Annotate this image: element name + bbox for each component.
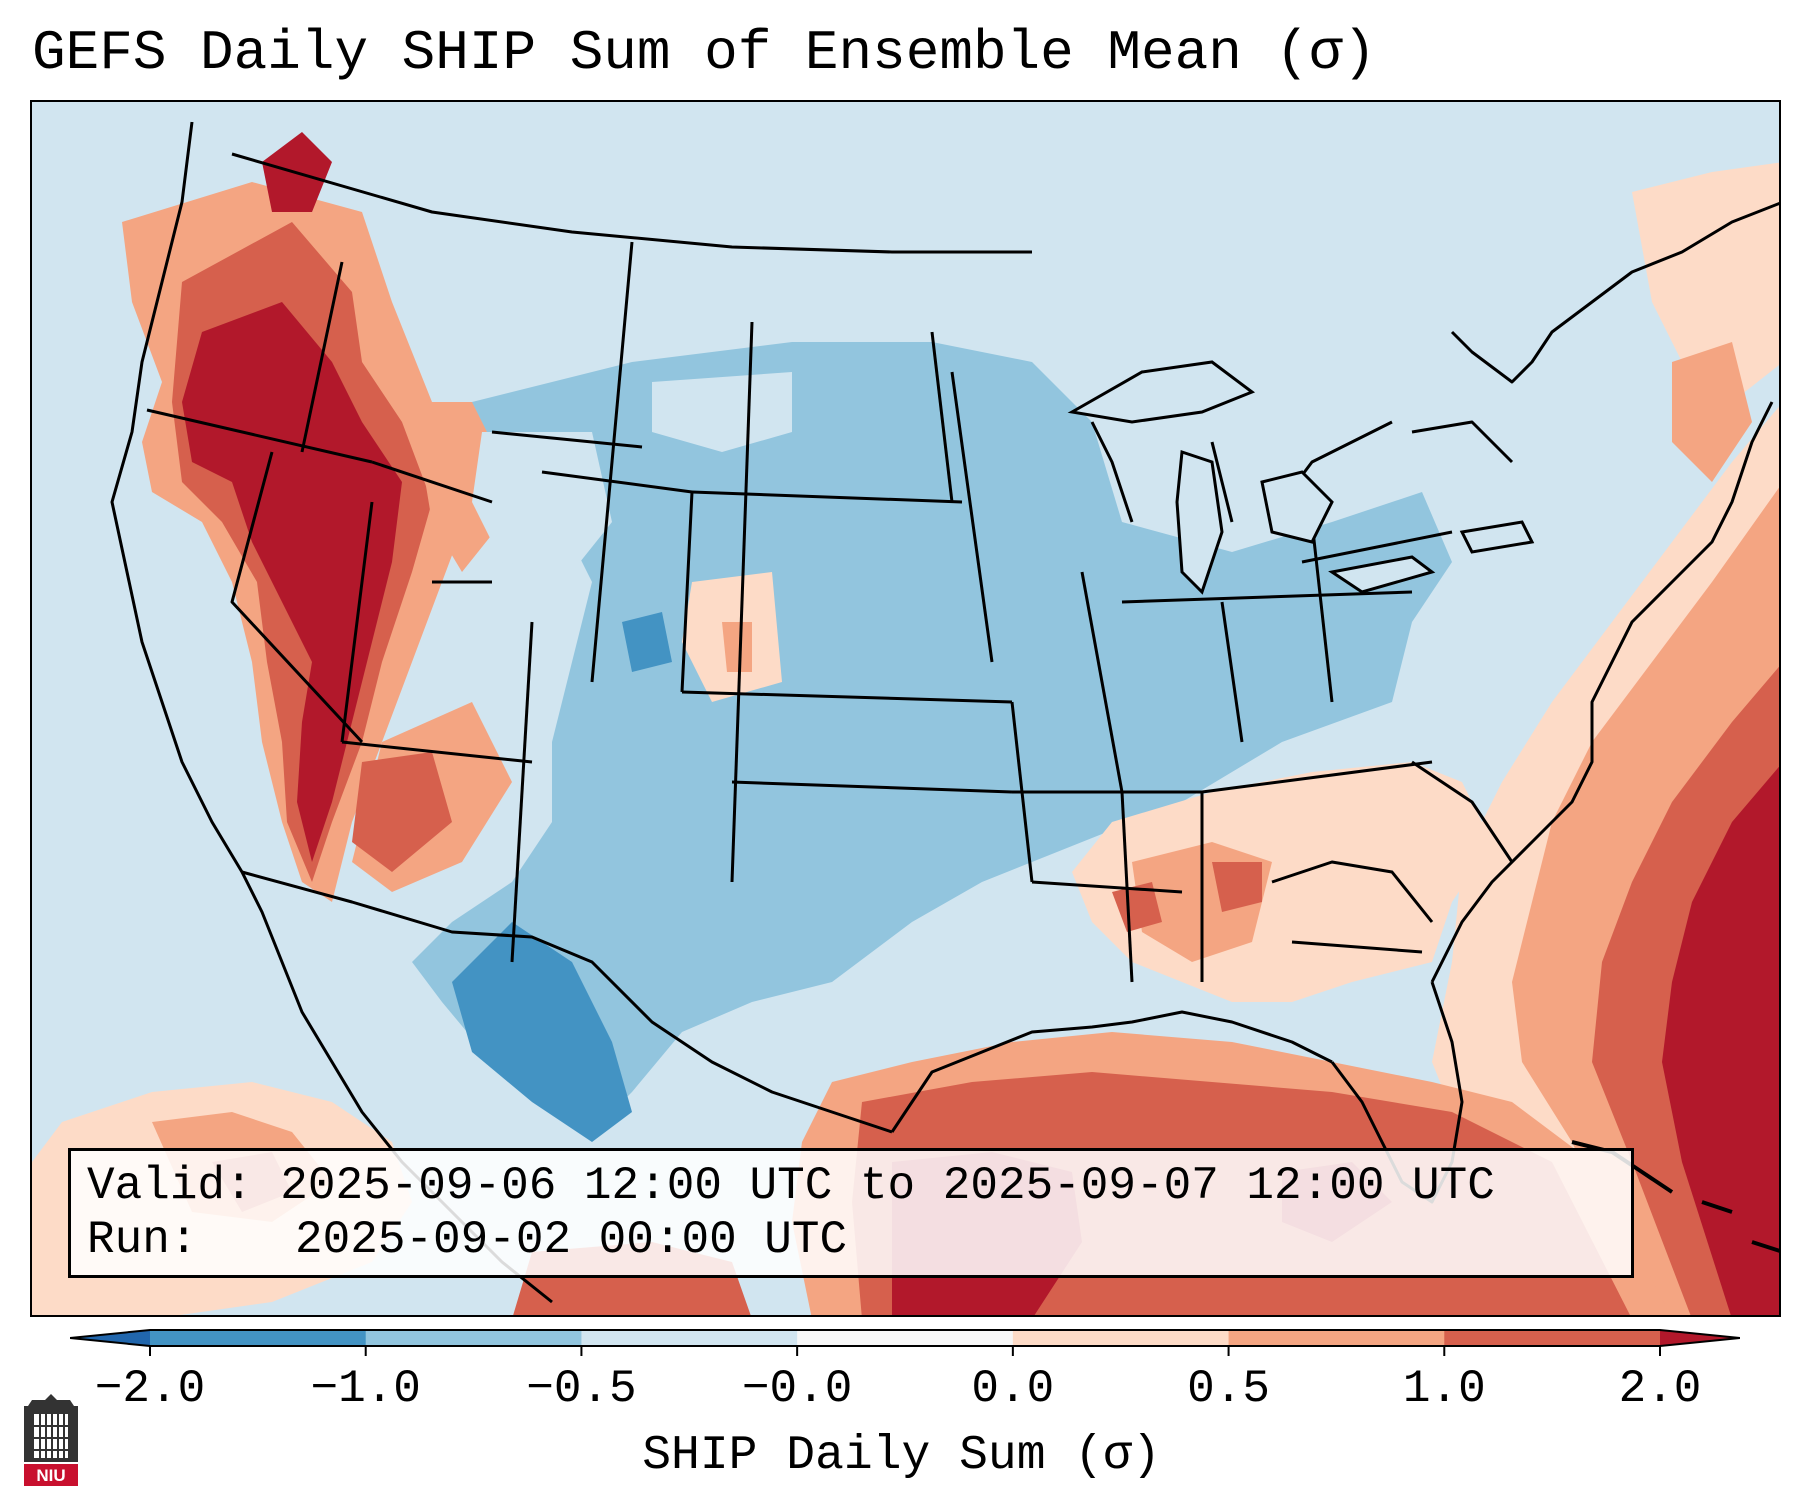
valid-row: Valid: 2025-09-06 12:00 UTC to 2025-09-0…: [87, 1159, 1495, 1213]
colorbar-label: SHIP Daily Sum (σ): [642, 1429, 1161, 1483]
colorbar-segment: [365, 1330, 582, 1346]
niu-logo-text: NIU: [36, 1466, 65, 1485]
map-title: GEFS Daily SHIP Sum of Ensemble Mean (σ): [32, 21, 1377, 85]
colorbar-segment: [1228, 1330, 1445, 1346]
colorbar-tick-label: −2.0: [94, 1363, 206, 1415]
valid-label: Valid:: [87, 1160, 253, 1212]
colorbar-tick-label: 1.0: [1402, 1363, 1486, 1415]
colorbar-segment: [1012, 1330, 1230, 1346]
colorbar-under-arrow: [70, 1330, 150, 1346]
run-label: Run:: [87, 1214, 198, 1266]
colorbar-tick-label: −0.0: [741, 1363, 853, 1415]
colorbar-tick-label: 2.0: [1618, 1363, 1702, 1415]
colorbar-over-arrow: [1660, 1330, 1740, 1346]
colorbar-segment: [150, 1330, 367, 1346]
anomaly-field: [32, 102, 1779, 1315]
colorbar-segment: [1444, 1330, 1661, 1346]
run-row: Run: 2025-09-02 00:00 UTC: [87, 1213, 847, 1267]
colorbar-tick-label: 0.0: [971, 1363, 1055, 1415]
colorbar-segment: [797, 1330, 1014, 1346]
niu-logo: NIU: [24, 1394, 78, 1486]
colorbar-tick-label: −0.5: [526, 1363, 637, 1415]
run-value: 2025-09-02 00:00 UTC: [295, 1214, 848, 1266]
valid-value: 2025-09-06 12:00 UTC to 2025-09-07 12:00…: [280, 1160, 1495, 1212]
colorbar-tick-label: 0.5: [1187, 1363, 1270, 1415]
map-panel: Valid: 2025-09-06 12:00 UTC to 2025-09-0…: [30, 100, 1781, 1317]
colorbar-segment: [581, 1330, 798, 1346]
info-box: Valid: 2025-09-06 12:00 UTC to 2025-09-0…: [68, 1148, 1634, 1278]
colorbar: [70, 1329, 1740, 1356]
colorbar-tick-label: −1.0: [310, 1363, 421, 1415]
